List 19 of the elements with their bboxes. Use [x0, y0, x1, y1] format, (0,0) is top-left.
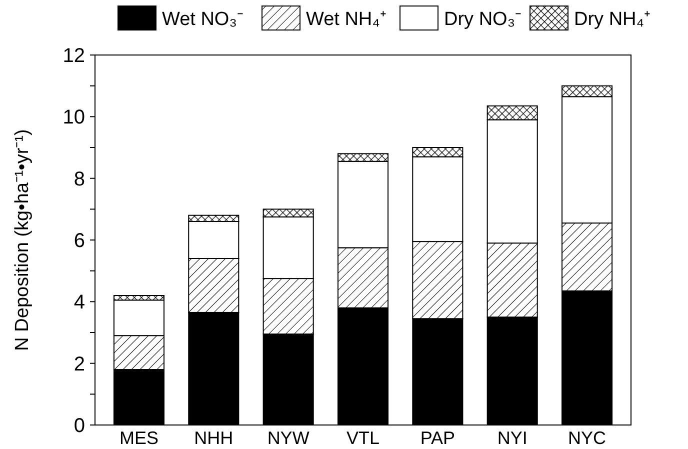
legend-label: Dry NH₄⁺	[574, 9, 650, 30]
y-tick-label: 8	[74, 168, 85, 190]
legend-label: Dry NO₃⁻	[444, 9, 522, 30]
x-tick-label: MES	[119, 428, 158, 448]
x-tick-label: PAP	[420, 428, 456, 448]
y-tick-label: 4	[74, 292, 85, 314]
x-tick-label: NYW	[267, 428, 310, 448]
y-tick-label: 6	[74, 230, 85, 252]
legend-label: Wet NO₃⁻	[162, 9, 243, 30]
legend-label: Wet NH₄⁺	[306, 9, 386, 30]
x-tick-label: NYC	[568, 428, 606, 448]
x-tick-label: NYI	[497, 428, 528, 448]
y-tick-label: 2	[74, 353, 85, 376]
x-tick-label: VTL	[346, 428, 380, 448]
y-tick-label: 10	[62, 106, 85, 129]
x-tick-label: NHH	[194, 428, 234, 448]
y-axis-title: N Deposition (kg•ha⁻¹•yr⁻¹)	[12, 129, 33, 351]
y-tick-label: 0	[74, 415, 85, 437]
y-tick-label: 12	[62, 45, 85, 67]
